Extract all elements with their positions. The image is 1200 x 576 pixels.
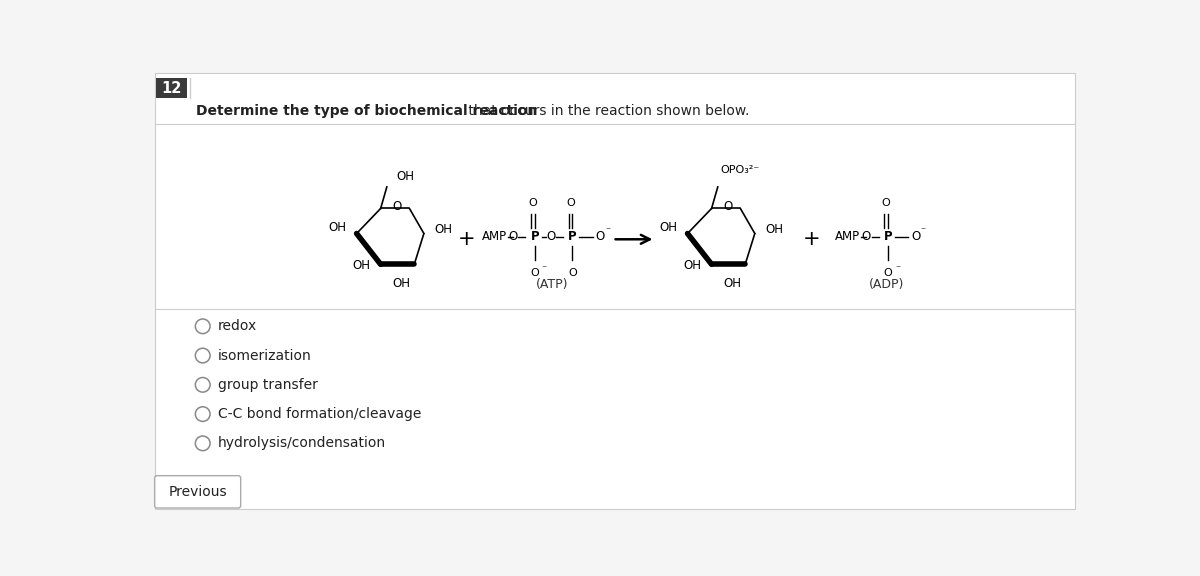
Text: OH: OH bbox=[724, 278, 742, 290]
Text: redox: redox bbox=[218, 319, 258, 334]
Text: (ATP): (ATP) bbox=[535, 278, 568, 291]
FancyBboxPatch shape bbox=[156, 78, 187, 98]
Text: AMP: AMP bbox=[481, 230, 506, 244]
Text: OH: OH bbox=[396, 170, 414, 183]
Text: OH: OH bbox=[660, 221, 678, 234]
Text: +: + bbox=[803, 229, 821, 249]
Text: O: O bbox=[508, 230, 517, 244]
Text: ⁻: ⁻ bbox=[895, 265, 900, 275]
Text: ⁻: ⁻ bbox=[920, 226, 926, 236]
Text: P: P bbox=[530, 230, 539, 244]
Text: O: O bbox=[882, 198, 890, 208]
FancyBboxPatch shape bbox=[155, 73, 1075, 509]
Text: O: O bbox=[546, 230, 556, 244]
Text: O: O bbox=[912, 230, 920, 244]
Text: isomerization: isomerization bbox=[218, 348, 312, 362]
Text: ⁻: ⁻ bbox=[541, 265, 547, 275]
Text: AMP: AMP bbox=[835, 230, 860, 244]
FancyBboxPatch shape bbox=[155, 476, 241, 508]
Text: P: P bbox=[568, 230, 577, 244]
Text: group transfer: group transfer bbox=[218, 378, 318, 392]
Text: OH: OH bbox=[353, 259, 371, 272]
Text: OH: OH bbox=[392, 278, 410, 290]
Text: +: + bbox=[457, 229, 475, 249]
Text: ⁻: ⁻ bbox=[605, 226, 610, 236]
Text: O: O bbox=[595, 230, 605, 244]
Text: OH: OH bbox=[434, 223, 452, 236]
Text: O: O bbox=[392, 200, 402, 213]
Text: Previous: Previous bbox=[168, 485, 227, 499]
Text: C-C bond formation/cleavage: C-C bond formation/cleavage bbox=[218, 407, 421, 421]
Text: OH: OH bbox=[329, 221, 347, 234]
Text: O: O bbox=[724, 200, 733, 213]
Text: 12: 12 bbox=[162, 81, 182, 96]
Text: O: O bbox=[528, 198, 538, 208]
Text: O: O bbox=[862, 230, 871, 244]
Text: OH: OH bbox=[766, 223, 784, 236]
Text: that occurs in the reaction shown below.: that occurs in the reaction shown below. bbox=[464, 104, 749, 118]
Text: P: P bbox=[884, 230, 893, 244]
Text: O: O bbox=[568, 268, 577, 278]
Text: OH: OH bbox=[684, 259, 702, 272]
Text: OPO₃²⁻: OPO₃²⁻ bbox=[721, 165, 760, 175]
Text: Determine the type of biochemical reaction: Determine the type of biochemical reacti… bbox=[197, 104, 538, 118]
Text: O: O bbox=[566, 198, 575, 208]
Text: hydrolysis/condensation: hydrolysis/condensation bbox=[218, 437, 386, 450]
Text: O: O bbox=[530, 268, 539, 278]
Text: (ADP): (ADP) bbox=[869, 278, 904, 291]
Text: O: O bbox=[884, 268, 893, 278]
